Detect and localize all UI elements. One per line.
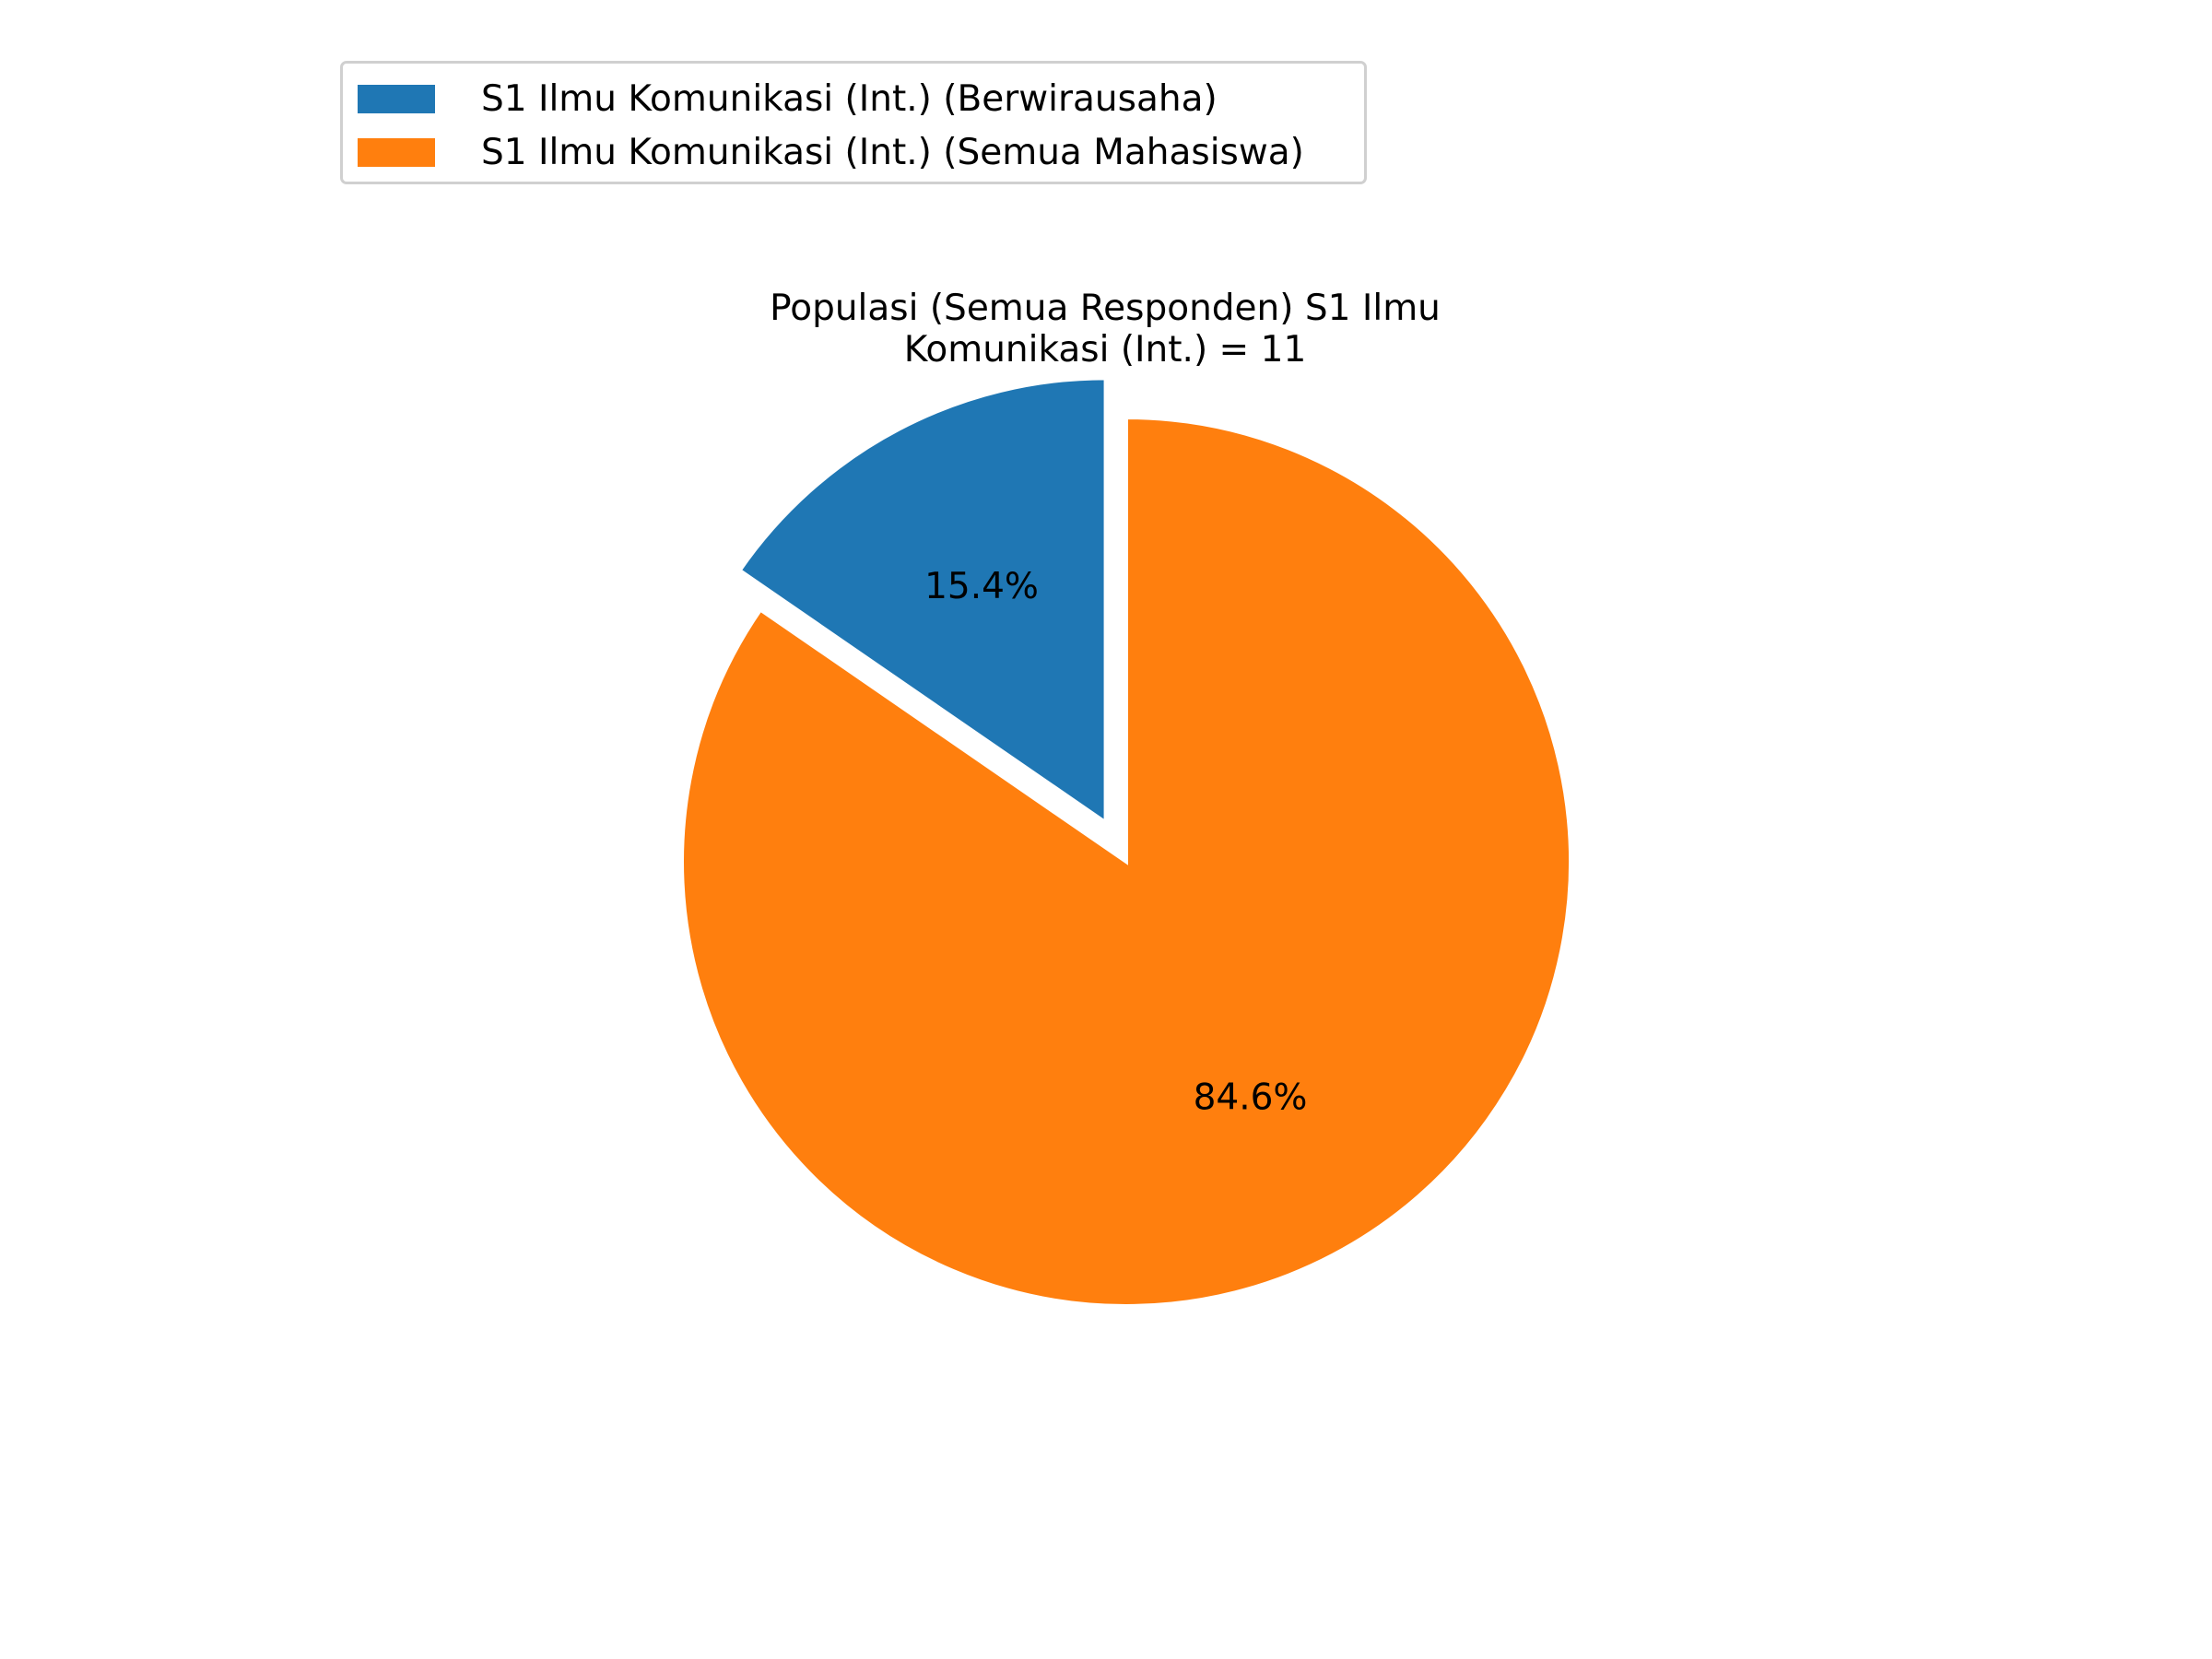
pie-labels: 15.4% 84.6% <box>924 566 1307 1119</box>
legend-entry-berwirausaha: S1 Ilmu Komunikasi (Int.) (Berwirausaha) <box>358 73 1218 124</box>
pie-slice-berwirausaha <box>736 376 1108 827</box>
legend-swatch-berwirausaha <box>358 84 435 113</box>
legend: S1 Ilmu Komunikasi (Int.) (Berwirausaha)… <box>340 61 1367 184</box>
chart-title: Populasi (Semua Responden) S1 Ilmu Komun… <box>770 288 1441 371</box>
pie-label-berwirausaha: 15.4% <box>924 566 1039 607</box>
pie-slice-semua-mahasiswa <box>679 415 1572 1308</box>
legend-swatch-semua-mahasiswa <box>358 137 435 167</box>
chart-title-wrap: Populasi (Semua Responden) S1 Ilmu Komun… <box>0 288 2212 371</box>
legend-entry-semua-mahasiswa: S1 Ilmu Komunikasi (Int.) (Semua Mahasis… <box>358 126 1304 178</box>
legend-label-berwirausaha: S1 Ilmu Komunikasi (Int.) (Berwirausaha) <box>481 77 1218 120</box>
pie-label-semua-mahasiswa: 84.6% <box>1194 1077 1308 1119</box>
legend-label-semua-mahasiswa: S1 Ilmu Komunikasi (Int.) (Semua Mahasis… <box>481 131 1304 173</box>
pie-slices <box>679 376 1572 1308</box>
